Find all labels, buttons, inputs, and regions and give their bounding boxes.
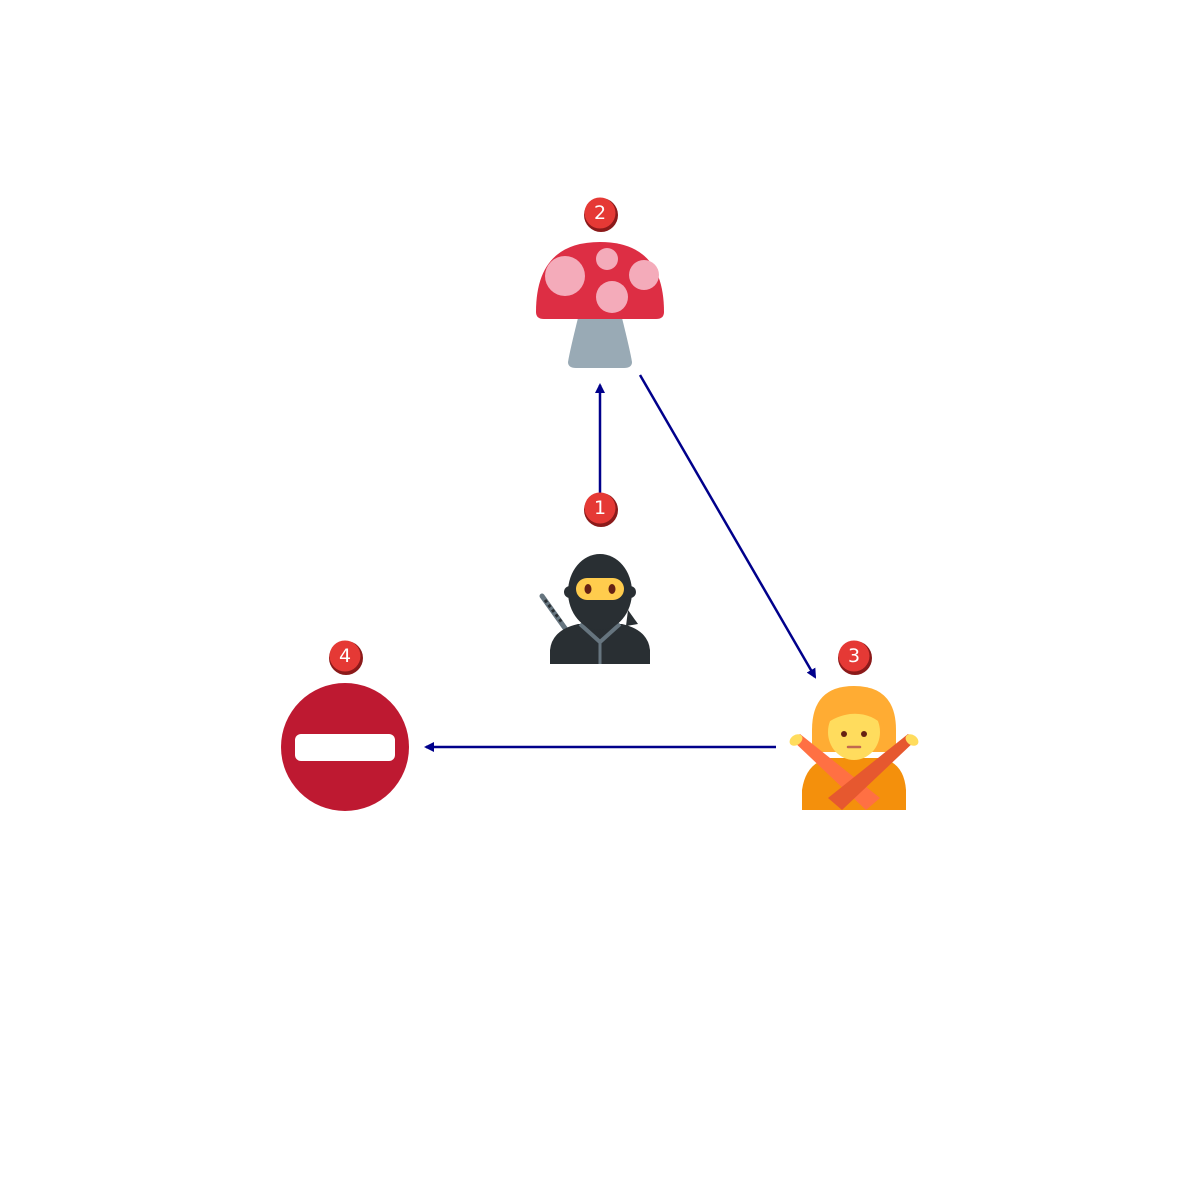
step-badge-4: 4 <box>329 640 363 675</box>
ninja-icon <box>539 554 650 664</box>
node-ninja: 1 <box>539 492 650 664</box>
person-gesturing-no-icon <box>789 686 919 810</box>
step-number-2: 2 <box>594 202 606 224</box>
node-mushroom: 2 <box>536 197 664 368</box>
step-number-4: 4 <box>339 645 351 667</box>
no-entry-icon <box>281 683 409 811</box>
edges <box>424 374 817 752</box>
step-badge-2: 2 <box>584 197 618 232</box>
step-number-3: 3 <box>848 645 860 667</box>
node-person-gesturing-no: 3 <box>789 640 919 810</box>
step-badge-1: 1 <box>584 492 618 527</box>
mushroom-icon <box>536 242 664 368</box>
step-badge-3: 3 <box>838 640 872 675</box>
edge-mushroom-to-person <box>638 374 817 679</box>
step-number-1: 1 <box>594 497 606 519</box>
node-no-entry: 4 <box>281 640 409 811</box>
